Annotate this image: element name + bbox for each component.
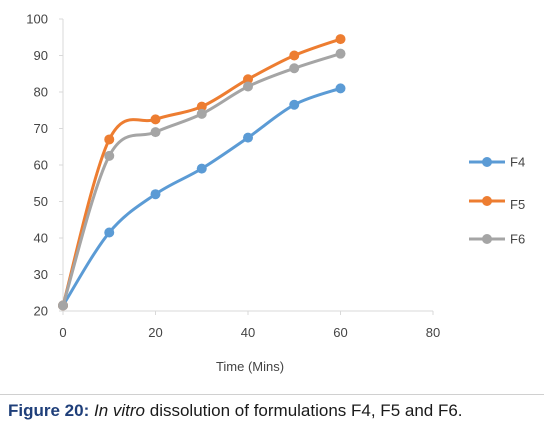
y-tick-label: 90 <box>34 48 48 63</box>
y-tick-label: 100 <box>26 12 48 27</box>
data-point-f4 <box>196 163 207 174</box>
data-point-f5 <box>150 114 161 125</box>
legend-label-f6: F6 <box>510 232 525 247</box>
data-point-f6 <box>58 300 68 311</box>
data-point-f5 <box>289 50 300 61</box>
data-point-f6 <box>196 108 207 119</box>
data-point-f5 <box>335 34 346 45</box>
data-point-f4 <box>243 132 253 143</box>
legend-marker-f5 <box>482 196 492 206</box>
x-axis-title: Time (Mins) <box>216 359 284 374</box>
y-tick-label: 80 <box>34 85 48 100</box>
y-tick-label: 30 <box>34 267 48 282</box>
data-point-f6 <box>104 150 115 161</box>
data-point-f4 <box>104 227 115 238</box>
x-tick-label: 0 <box>59 325 66 340</box>
series-layer <box>58 34 346 311</box>
y-tick-label: 60 <box>34 158 48 173</box>
data-point-f4 <box>289 99 300 110</box>
chart-axes <box>62 19 433 312</box>
caption-box <box>0 394 544 431</box>
figure-label: Figure 20: <box>8 401 90 420</box>
legend-marker-f4 <box>482 157 492 167</box>
data-point-f5 <box>104 134 115 145</box>
series-line-f4 <box>61 86 342 308</box>
x-tick-label: 80 <box>426 325 440 340</box>
legend: F4 F5 F6 <box>469 155 525 247</box>
series-f6 <box>58 48 346 311</box>
legend-label-f5: F5 <box>510 197 525 212</box>
legend-marker-f6 <box>482 234 492 244</box>
data-point-f4 <box>335 83 346 94</box>
data-point-f6 <box>289 63 300 74</box>
figure-caption-text: dissolution of formulations F4, F5 and F… <box>149 401 463 420</box>
y-tick-label: 50 <box>34 194 48 209</box>
x-axis-ticks: 0 20 40 60 80 <box>59 311 440 340</box>
y-axis-ticks: 20 30 40 50 60 70 80 90 100 <box>26 12 63 319</box>
legend-label-f4: F4 <box>510 155 525 170</box>
data-point-f4 <box>150 189 161 200</box>
dissolution-chart: 20 30 40 50 60 70 80 90 100 0 20 40 60 80 Time (Mins… <box>26 12 525 375</box>
data-point-f6 <box>243 81 253 92</box>
y-tick-label: 40 <box>34 231 48 246</box>
y-tick-label: 70 <box>34 121 48 136</box>
x-tick-label: 60 <box>333 325 347 340</box>
data-point-f6 <box>335 48 346 59</box>
y-tick-label: 20 <box>34 304 48 319</box>
series-line-f6 <box>61 52 342 308</box>
data-point-f6 <box>150 127 161 138</box>
figure-italic-text: In vitro <box>93 401 146 420</box>
x-tick-label: 20 <box>148 325 162 340</box>
data-point-f5 <box>196 101 207 112</box>
figure-caption: Figure 20: In vitro dissolution of formu… <box>8 401 463 421</box>
data-point-f5 <box>243 74 253 85</box>
x-tick-label: 40 <box>241 325 255 340</box>
